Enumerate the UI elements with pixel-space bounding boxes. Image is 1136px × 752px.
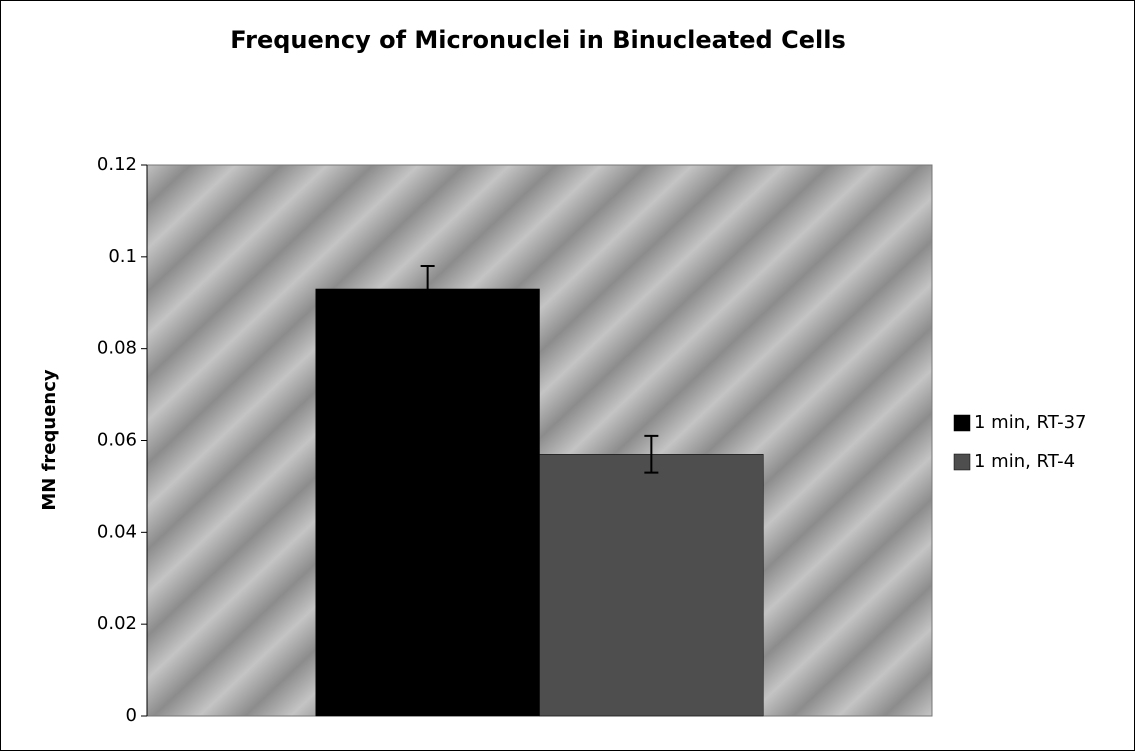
y-tick-label: 0.1 (108, 246, 137, 267)
legend-swatch (953, 414, 971, 432)
legend-label: 1 min, RT-37 (974, 412, 1087, 433)
chart-title: Frequency of Micronuclei in Binucleated … (230, 26, 846, 54)
y-tick-label: 0 (126, 705, 137, 726)
error-bar (644, 434, 659, 474)
bar (315, 288, 540, 717)
y-tick-label: 0.04 (97, 521, 137, 542)
y-tick-label: 0.06 (97, 430, 137, 451)
y-tick-label: 0.08 (97, 338, 137, 359)
legend-label: 1 min, RT-4 (974, 451, 1075, 472)
legend-swatch (953, 453, 971, 471)
error-bar (420, 265, 435, 313)
y-tick-label: 0.12 (97, 154, 137, 175)
bar (539, 454, 764, 717)
y-axis-label: MN frequency (39, 369, 60, 511)
y-tick-label: 0.02 (97, 613, 137, 634)
